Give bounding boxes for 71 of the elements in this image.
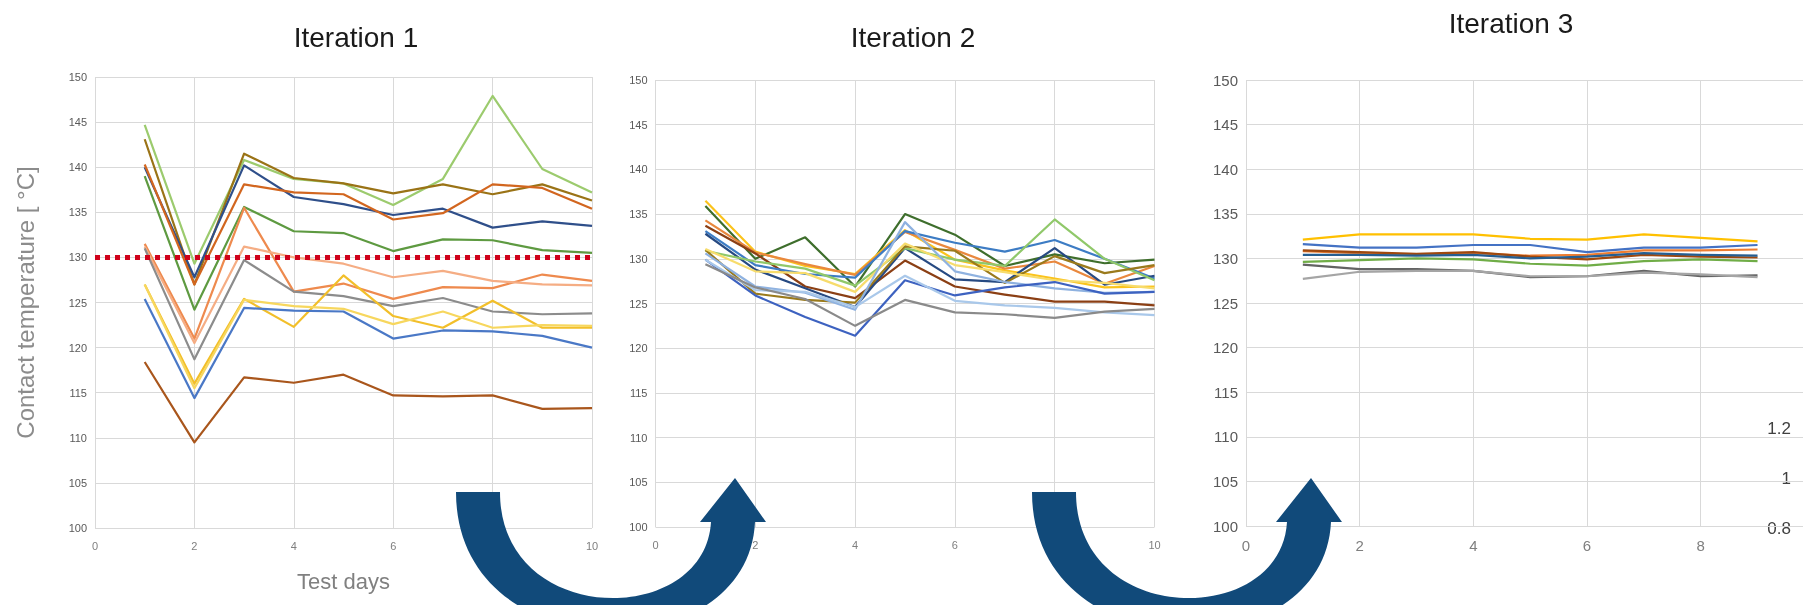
x-tick-label: 4 [852, 538, 859, 551]
x-tick-label: 4 [1469, 537, 1478, 554]
chart-title: Iteration 2 [850, 21, 976, 53]
y-tick-label: 145 [629, 118, 648, 131]
annotation: 1.2 [1767, 419, 1792, 438]
line-series [704, 245, 1156, 304]
x-tick-label: 10 [1148, 538, 1161, 551]
y-tick-label: 150 [1212, 71, 1238, 89]
y-tick-label: 115 [1214, 383, 1238, 401]
y-tick-label: 135 [1212, 205, 1238, 223]
y-tick-label: 110 [1214, 428, 1238, 446]
x-tick-label: 6 [951, 538, 958, 551]
x-axis-title: Test days [297, 568, 390, 594]
x-tick-label: 8 [1696, 537, 1705, 554]
y-tick-label: 130 [68, 251, 87, 264]
line-series [143, 245, 594, 345]
line-series [704, 229, 1156, 280]
y-tick-label: 135 [68, 206, 87, 219]
x-tick-label: 2 [752, 538, 759, 551]
y-tick-label: 140 [1212, 160, 1238, 178]
y-tick-label: 105 [68, 476, 87, 489]
y-tick-label: 120 [68, 341, 87, 354]
x-tick-label: 0 [91, 539, 99, 552]
x-tick-label: 0 [652, 538, 659, 551]
line-series [704, 242, 1156, 293]
y-tick-label: 100 [629, 521, 648, 533]
y-tick-label: 125 [68, 296, 87, 309]
x-tick-label: 0 [1241, 537, 1251, 554]
chart-title: Iteration 1 [293, 21, 419, 53]
y-tick-label: 150 [629, 74, 648, 86]
y-tick-label: 110 [629, 431, 648, 444]
y-tick-label: 125 [1212, 294, 1238, 312]
y-tick-label: 130 [629, 252, 648, 265]
y-tick-label: 105 [1212, 472, 1238, 490]
line-series [1301, 269, 1759, 281]
line-series [143, 206, 594, 340]
x-tick-label: 2 [1355, 537, 1364, 554]
y-tick-label: 115 [69, 386, 87, 399]
y-tick-label: 150 [68, 71, 87, 83]
y-tick-label: 105 [629, 476, 648, 489]
x-tick-label: 6 [1582, 537, 1592, 554]
y-tick-label: 100 [68, 522, 87, 534]
y-axis-title: Contact temperature [ °C] [11, 166, 39, 439]
x-tick-label: 10 [585, 539, 599, 552]
y-tick-label: 125 [629, 297, 648, 310]
x-tick-label: 2 [191, 539, 198, 552]
y-tick-label: 110 [69, 431, 87, 444]
line-series [704, 263, 1156, 327]
x-tick-label: 6 [390, 539, 397, 552]
y-tick-label: 100 [1212, 517, 1238, 535]
line-series [143, 247, 594, 361]
y-tick-label: 135 [629, 208, 648, 221]
annotation: 1 [1781, 469, 1792, 488]
line-series [143, 360, 594, 444]
y-tick-label: 140 [629, 163, 648, 176]
y-tick-label: 115 [629, 386, 648, 399]
x-tick-label: 4 [290, 539, 297, 552]
line-series [1301, 257, 1759, 267]
y-tick-label: 145 [68, 116, 87, 129]
y-tick-label: 120 [1212, 339, 1238, 357]
line-series [1301, 233, 1759, 243]
y-tick-label: 130 [1212, 249, 1238, 267]
y-tick-label: 145 [1212, 116, 1238, 134]
line-series [143, 94, 594, 265]
y-tick-label: 140 [68, 161, 87, 174]
line-series [143, 297, 594, 400]
line-series [704, 258, 1156, 317]
line-series [1301, 243, 1759, 254]
y-tick-label: 120 [629, 342, 648, 355]
chart-title: Iteration 3 [1448, 7, 1574, 39]
line-series [143, 175, 594, 311]
